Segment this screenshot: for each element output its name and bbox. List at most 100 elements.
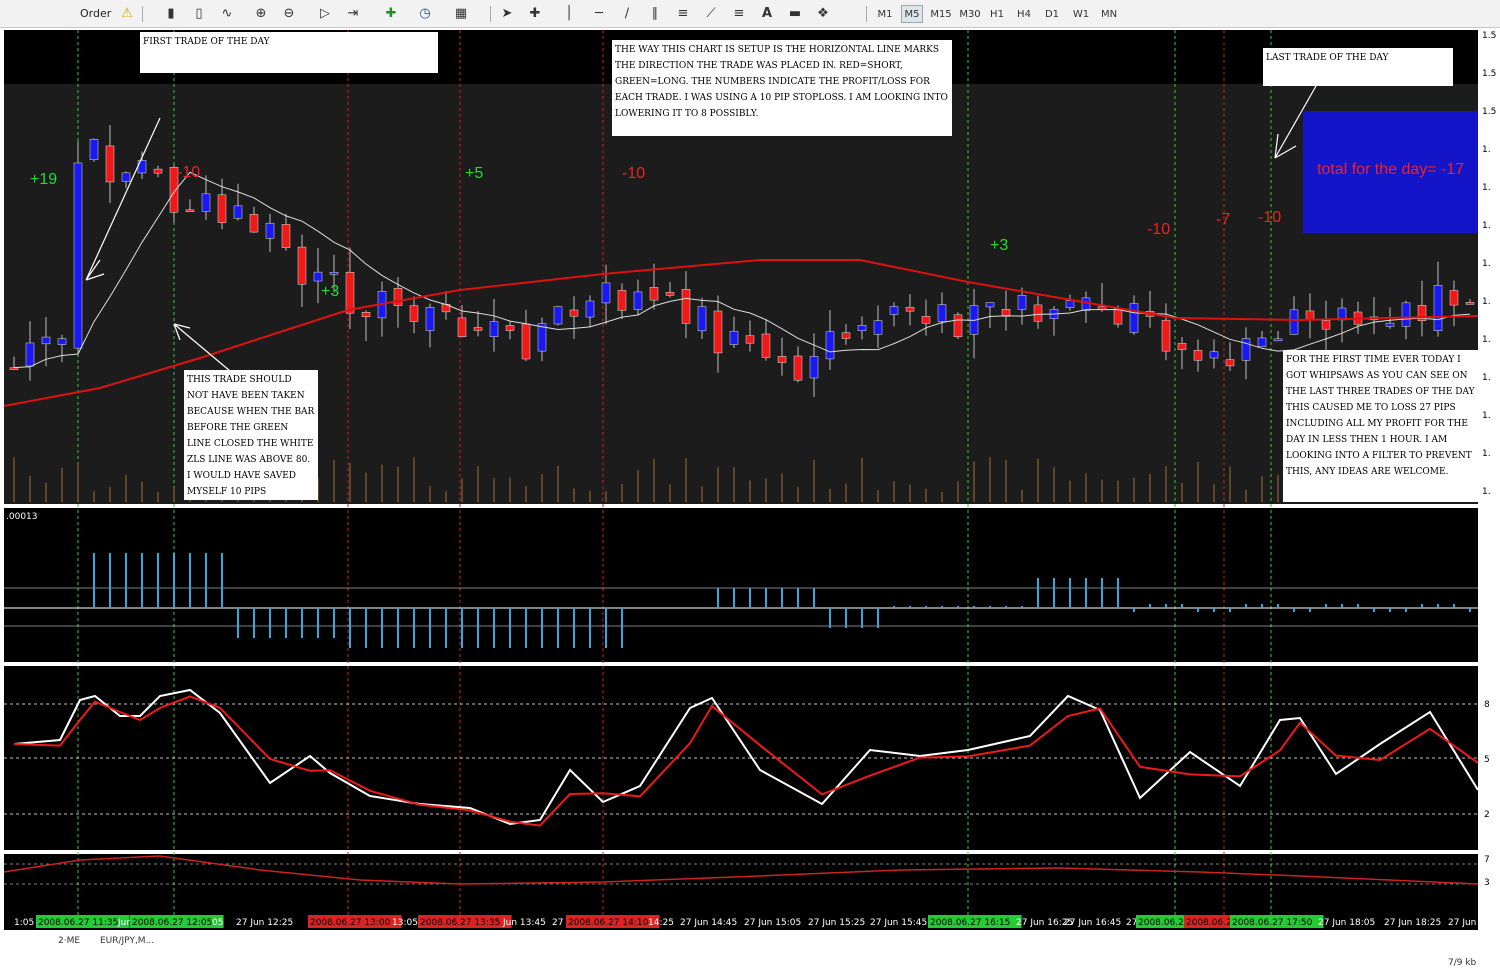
timeframe-m30[interactable]: M30 — [959, 9, 981, 20]
time-axis-label: 27 Jun 15:25 — [808, 918, 865, 928]
horizontal-line-icon[interactable]: ─ — [595, 6, 603, 21]
pl-label: +5 — [465, 165, 484, 182]
candle-body — [345, 272, 355, 314]
candle-body — [393, 288, 403, 306]
time-axis-label: 27 Jun 14:45 — [680, 918, 737, 928]
candle-body — [633, 291, 643, 310]
timeframe-h1[interactable]: H1 — [990, 9, 1004, 20]
timeframe-w1[interactable]: W1 — [1072, 9, 1090, 20]
price-axis-label: 1. — [1482, 259, 1491, 269]
timeframe-m15[interactable]: M15 — [930, 9, 952, 20]
candle-body — [873, 320, 883, 335]
candle-body — [585, 300, 595, 318]
candle-body — [153, 168, 163, 174]
toolbar-separator — [866, 6, 867, 22]
chart-shift-icon[interactable]: ⇥ — [347, 6, 359, 21]
bar-chart-icon[interactable]: ▮ — [167, 6, 175, 21]
vertical-line-icon[interactable]: │ — [565, 6, 573, 21]
candle-body — [89, 139, 99, 160]
periods-icon[interactable]: ◷ — [419, 6, 431, 21]
candle-body — [1289, 309, 1299, 335]
price-axis-label: 1. — [1482, 221, 1491, 231]
timeframe-m5[interactable]: M5 — [901, 5, 923, 23]
indicators-icon[interactable]: ✚ — [385, 6, 397, 21]
candle-body — [889, 306, 899, 315]
candle-body — [729, 330, 739, 345]
pl-label: -10 — [1147, 221, 1171, 238]
templates-icon[interactable]: ▦ — [454, 6, 468, 21]
text-tool-icon[interactable]: A — [761, 6, 773, 21]
candle-body — [665, 292, 675, 296]
bottom-axis-label: 7 — [1484, 855, 1490, 865]
trendline-icon[interactable]: ∕ — [624, 6, 630, 21]
fibonacci-icon[interactable]: ≡ — [733, 6, 745, 21]
timeframe-d1[interactable]: D1 — [1044, 9, 1060, 20]
candle-body — [361, 312, 371, 317]
candle-body — [697, 306, 707, 332]
text-label-icon[interactable]: ▬ — [788, 6, 802, 21]
line-chart-icon[interactable]: ∿ — [221, 6, 233, 21]
crosshair-icon[interactable]: ✚ — [529, 6, 541, 21]
candlestick-icon[interactable]: ▯ — [195, 6, 203, 21]
time-axis-label: 27 — [1126, 918, 1137, 928]
zoom-in-icon[interactable]: ⊕ — [255, 6, 267, 21]
candle-body — [1081, 297, 1091, 311]
pl-label: +3 — [990, 237, 1009, 254]
time-axis-label: 27 Jun 18:05 — [1318, 918, 1375, 928]
equidistant-channel-icon[interactable]: ∥ — [651, 6, 659, 21]
time-axis-label: 2008.06.2 — [1186, 918, 1232, 928]
candle-body — [905, 306, 915, 312]
candle-body — [249, 214, 259, 233]
gann-icon[interactable]: ⟋ — [706, 6, 716, 21]
alert-icon[interactable]: ⚠ — [121, 6, 133, 21]
candle-body — [793, 355, 803, 381]
candle-body — [537, 323, 547, 352]
candle-body — [105, 145, 115, 183]
candle-body — [1129, 303, 1139, 333]
pl-label: -10 — [1258, 209, 1282, 226]
chart-tab[interactable]: EUR/JPY,M... — [100, 936, 155, 946]
stochastic-main-line — [13, 688, 1479, 826]
timeframe-m1[interactable]: M1 — [877, 9, 893, 20]
total-for-day-box: total for the day= -17 — [1303, 111, 1478, 233]
pl-label: -10 — [177, 164, 201, 181]
timeframe-h4[interactable]: H4 — [1017, 9, 1031, 20]
auto-scroll-icon[interactable]: ▷ — [320, 6, 330, 21]
time-axis-highlight — [130, 915, 224, 928]
candle-body — [233, 205, 243, 219]
note-first-trade: FIRST TRADE OF THE DAY — [140, 32, 438, 73]
cursor-icon[interactable]: ➤ — [501, 6, 513, 21]
bottom-axis-label: 3 — [1484, 878, 1490, 888]
timeframe-mn[interactable]: MN — [1100, 9, 1118, 20]
time-axis-label: 14:25 — [648, 918, 674, 928]
price-axis-label: 1. — [1482, 145, 1491, 155]
candle-body — [73, 162, 83, 349]
candle-body — [617, 290, 627, 311]
std-deviation-icon[interactable]: ≡ — [677, 6, 689, 21]
price-axis-label: 1.5 — [1482, 69, 1496, 79]
time-axis-label: 27 — [552, 918, 563, 928]
order-button[interactable]: Order — [80, 7, 112, 20]
price-axis-label: 1. — [1482, 183, 1491, 193]
pl-label: +3 — [321, 283, 340, 300]
candle-body — [1193, 350, 1203, 361]
candle-body — [41, 336, 51, 345]
candle-body — [1401, 302, 1411, 327]
pl-label: -7 — [1216, 211, 1231, 228]
candle-body — [1225, 359, 1235, 367]
time-axis-label: 2008.06.27 14:10 — [568, 918, 649, 928]
stochastic-panel — [4, 666, 1478, 850]
price-axis-label: 1. — [1482, 335, 1491, 345]
candle-body — [953, 314, 963, 337]
price-axis-label: 1. — [1482, 411, 1491, 421]
zoom-out-icon[interactable]: ⊖ — [283, 6, 295, 21]
candle-body — [857, 325, 867, 331]
annotation-arrow — [85, 117, 161, 281]
arrows-icon[interactable]: ❖ — [817, 6, 829, 21]
candle-body — [1385, 322, 1395, 327]
candle-body — [425, 307, 435, 331]
price-axis — [1478, 30, 1498, 930]
time-axis-highlight — [36, 915, 130, 928]
candle-body — [313, 271, 323, 282]
chart-window[interactable]: 1.5 1.5 1.5 1. 1. 1. 1. 1. 1. 1. 1. 1. 1. 8 5 2 7 3 1:05 20… — [0, 28, 1500, 936]
